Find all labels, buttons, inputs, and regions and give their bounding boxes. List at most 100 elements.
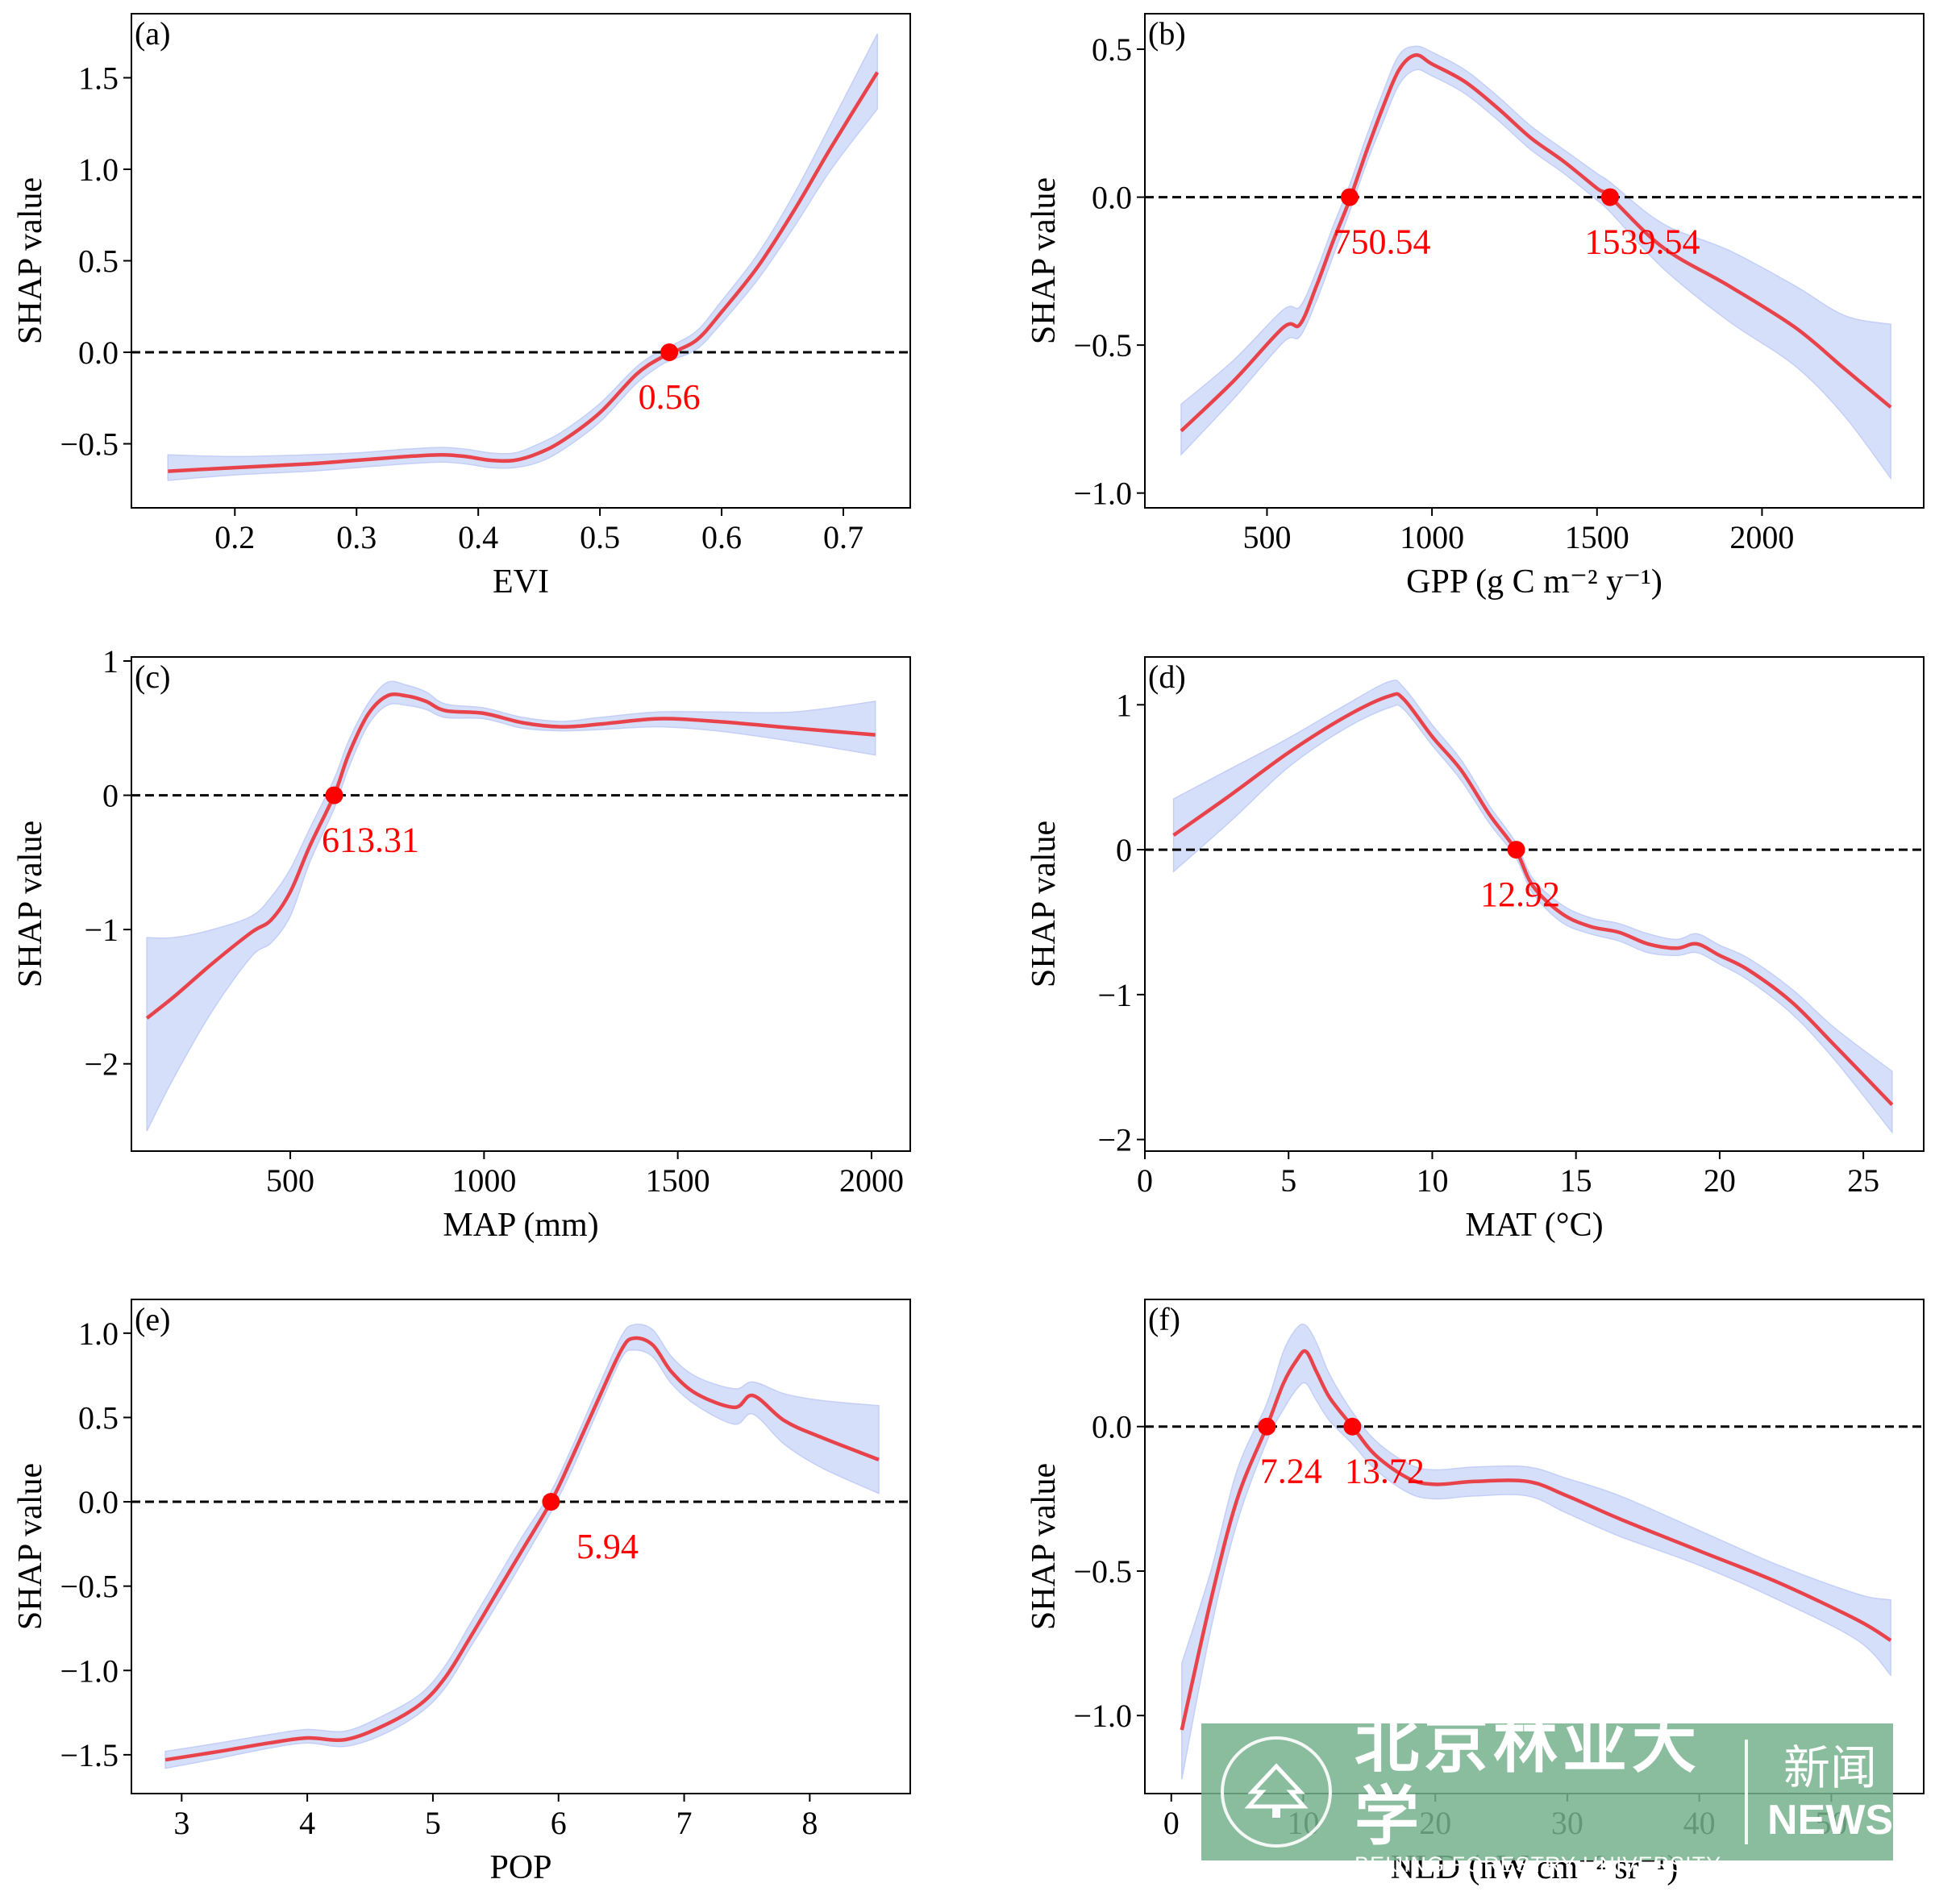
panel-d: 12.92 0 5 10 15 20 25 −2 −1 0 1 MAT (°C) SHAP value (… (1026, 656, 1925, 1244)
threshold-label-a-1: 0.56 (639, 377, 701, 417)
y-tick-label-d-3: 0 (1116, 832, 1132, 868)
threshold-point-b-1 (1341, 188, 1359, 206)
shap-curve-d (1172, 692, 1894, 1107)
y-tick-label-c-1: −2 (84, 1046, 119, 1083)
y-tick-label-e-4: 0.0 (78, 1484, 119, 1520)
panel-e: 5.94 3 4 5 6 7 8 −1.5 −1.0 −0.5 0.0 0.5 1.0 POP SHAP v… (12, 1299, 911, 1886)
y-tick-label-c-3: 0 (102, 778, 119, 814)
x-tick-label-b-3: 1500 (1565, 519, 1629, 555)
y-tick-label-a-2: 0.0 (78, 335, 119, 371)
plot-frame-b (1144, 13, 1925, 509)
panel-label-e: (e) (135, 1301, 170, 1337)
panel-label-d: (d) (1148, 659, 1186, 695)
x-axis-label-d: MAT (°C) (1465, 1207, 1603, 1244)
x-tick-label-c-3: 1500 (646, 1162, 710, 1199)
y-axis-label-b: SHAP value (1026, 177, 1063, 344)
x-tick-label-d-2: 5 (1280, 1162, 1296, 1199)
x-tick-label-c-4: 2000 (839, 1162, 904, 1199)
shap-curve-e (164, 1336, 880, 1762)
watermark-university-name: 北京林业大学 (1354, 1705, 1701, 1854)
x-tick-label-f-1: 0 (1163, 1805, 1180, 1841)
panel-label-c: (c) (135, 659, 170, 695)
x-tick-label-a-1: 0.2 (214, 519, 255, 555)
x-axis-label-b: GPP (g C m⁻² y⁻¹) (1406, 563, 1662, 601)
y-tick-label-d-4: 1 (1116, 687, 1132, 723)
y-tick-label-a-4: 1.0 (78, 152, 119, 188)
y-tick-label-b-2: −0.5 (1073, 327, 1132, 364)
y-axis-label-f: SHAP value (1026, 1463, 1063, 1630)
y-tick-label-e-2: −1.0 (60, 1652, 119, 1689)
plot-frame-a (131, 13, 911, 509)
x-tick-label-d-1: 0 (1137, 1162, 1153, 1199)
y-axis-label-d: SHAP value (1026, 821, 1063, 987)
y-tick-label-b-4: 0.5 (1092, 31, 1132, 68)
confidence-band-b (1180, 45, 1891, 480)
y-tick-label-c-2: −1 (84, 912, 119, 948)
x-tick-label-e-1: 3 (173, 1805, 189, 1841)
plot-frame-c (131, 656, 911, 1152)
shap-curve-b (1180, 53, 1892, 433)
panel-label-b: (b) (1148, 15, 1186, 52)
watermark-news-cn: 新闻 (1783, 1740, 1877, 1795)
confidence-band-d (1172, 680, 1893, 1134)
y-tick-label-e-1: −1.5 (60, 1737, 119, 1773)
x-tick-label-a-2: 0.3 (336, 519, 377, 555)
y-tick-label-f-2: −0.5 (1073, 1553, 1132, 1590)
x-tick-label-b-4: 2000 (1729, 519, 1794, 555)
x-tick-label-a-3: 0.4 (458, 519, 498, 555)
threshold-point-b-2 (1600, 188, 1619, 206)
x-tick-label-a-6: 0.7 (823, 519, 863, 555)
x-axis-label-e: POP (489, 1849, 551, 1886)
x-tick-label-a-5: 0.6 (701, 519, 742, 555)
threshold-point-f-1 (1258, 1417, 1276, 1436)
watermark-divider (1745, 1740, 1748, 1844)
y-axis-label-c: SHAP value (12, 821, 49, 987)
plot-frame-e (131, 1299, 911, 1794)
y-tick-label-f-3: 0.0 (1092, 1409, 1132, 1445)
y-tick-label-b-1: −1.0 (1073, 476, 1132, 512)
y-tick-label-e-3: −0.5 (60, 1569, 119, 1605)
shap-curve-c (145, 692, 876, 1020)
y-tick-label-e-5: 0.5 (78, 1399, 119, 1436)
plot-frame-d (1144, 656, 1925, 1152)
x-tick-label-c-2: 1000 (452, 1162, 516, 1199)
panel-c: 613.31 500 1000 1500 2000 −2 −1 0 1 MAP (mm) SHAP … (12, 643, 911, 1244)
threshold-label-c-1: 613.31 (322, 821, 419, 860)
confidence-band-e (164, 1324, 880, 1769)
y-tick-label-a-3: 0.5 (78, 243, 119, 280)
shap-curve-f (1180, 1349, 1892, 1731)
threshold-point-c-1 (325, 786, 343, 804)
threshold-label-e-1: 5.94 (576, 1527, 639, 1566)
x-axis-label-c: MAP (mm) (443, 1207, 598, 1244)
x-tick-label-d-5: 20 (1704, 1162, 1736, 1199)
threshold-label-b-1: 750.54 (1334, 222, 1431, 262)
y-tick-label-a-1: −0.5 (60, 426, 119, 463)
x-tick-label-e-4: 6 (551, 1805, 567, 1841)
threshold-point-d-1 (1507, 841, 1525, 859)
x-tick-label-e-5: 7 (676, 1805, 693, 1841)
y-tick-label-c-4: 1 (102, 643, 119, 680)
y-tick-label-d-1: −2 (1097, 1122, 1132, 1158)
shap-curve-a (168, 71, 880, 473)
panel-a: 0.56 0.2 0.3 0.4 0.5 0.6 0.7 −0.5 0.0 0.5 1.0 1.5 EV… (12, 13, 911, 601)
university-seal-icon (1221, 1736, 1332, 1848)
x-tick-label-b-2: 1000 (1400, 519, 1464, 555)
beijing-forestry-university-news-watermark: 北京林业大学 BEIJING FORESTRY UNIVERSITY 新闻 NE… (1201, 1707, 1893, 1877)
watermark-news-en: NEWS (1767, 1797, 1893, 1844)
panel-label-f: (f) (1148, 1301, 1180, 1337)
x-tick-label-d-4: 15 (1560, 1162, 1592, 1199)
panel-b: 750.54 1539.54 500 1000 1500 2000 −1.0 −0.5 0.0 0… (1026, 13, 1925, 601)
y-tick-label-e-6: 1.0 (78, 1316, 119, 1352)
y-axis-label-a: SHAP value (12, 177, 49, 344)
x-tick-label-b-1: 500 (1242, 519, 1291, 555)
x-tick-label-e-3: 5 (425, 1805, 441, 1841)
y-axis-label-e: SHAP value (12, 1463, 49, 1630)
y-tick-label-f-1: −1.0 (1073, 1698, 1132, 1734)
x-axis-label-a: EVI (493, 563, 549, 601)
x-tick-label-a-4: 0.5 (580, 519, 620, 555)
threshold-point-e-1 (542, 1493, 560, 1511)
x-tick-label-e-2: 4 (299, 1805, 315, 1841)
confidence-band-a (167, 33, 878, 481)
watermark-university-name-en: BEIJING FORESTRY UNIVERSITY (1354, 1852, 1722, 1877)
